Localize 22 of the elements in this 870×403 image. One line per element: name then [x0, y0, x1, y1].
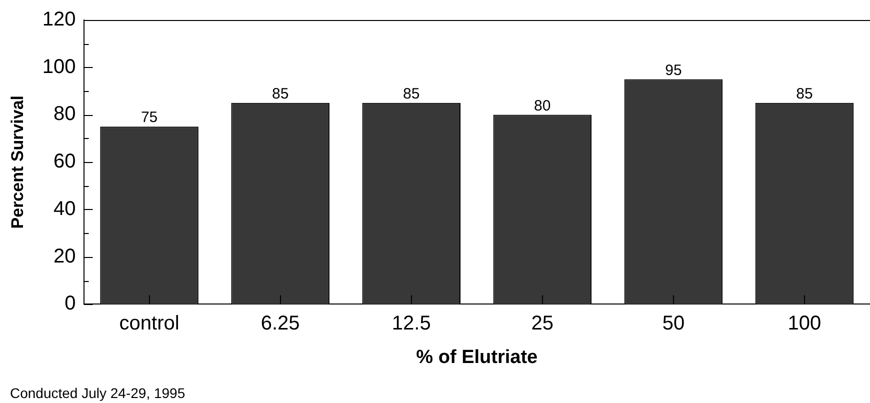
y-tick-label: 120 [42, 8, 76, 31]
data-label: 80 [534, 97, 551, 114]
x-axis-title: % of Elutriate [416, 346, 538, 368]
y-tick-label: 100 [42, 56, 76, 78]
y-tick-label: 40 [54, 198, 76, 220]
data-label: 85 [403, 86, 420, 103]
x-tick-label: 6.25 [260, 312, 300, 335]
data-label: 85 [796, 86, 813, 103]
x-tick-label: 100 [788, 312, 822, 335]
text: Conducted July 24-29, 1995 [10, 385, 186, 401]
x-tick-label: control [119, 312, 180, 335]
y-tick-label: 80 [54, 103, 76, 126]
y-tick-label: 0 [64, 292, 76, 315]
x-tick-label: 50 [662, 312, 685, 335]
y-tick-label: 20 [54, 245, 76, 268]
data-label: 95 [665, 62, 682, 79]
y-axis-title: Percent Survival [8, 95, 27, 229]
x-tick-label: 25 [531, 312, 554, 335]
data-label: 85 [272, 86, 289, 103]
x-tick-label: 12.5 [392, 312, 431, 335]
y-tick-label: 60 [54, 150, 76, 173]
data-label: 75 [140, 109, 158, 126]
